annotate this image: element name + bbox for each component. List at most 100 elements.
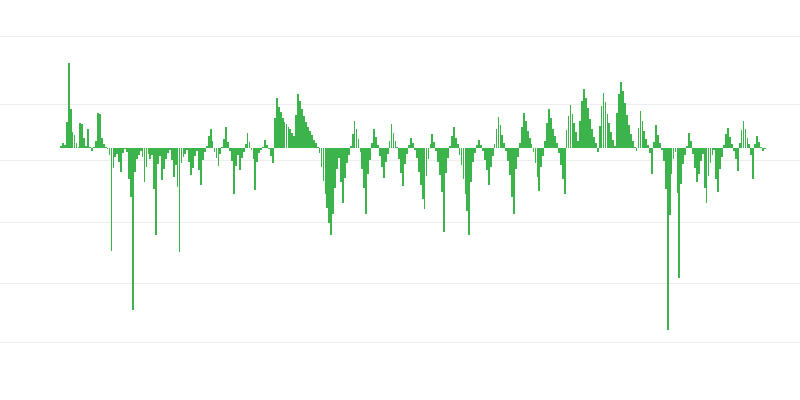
bar: [532, 148, 535, 152]
bar: [180, 148, 183, 164]
bar: [102, 144, 105, 148]
bar: [641, 120, 644, 148]
bar: [398, 148, 401, 160]
bar: [608, 122, 611, 148]
bar: [437, 148, 440, 163]
bar: [100, 138, 103, 148]
bar: [227, 141, 230, 148]
bar: [705, 148, 708, 204]
bar: [223, 139, 226, 148]
bar: [688, 132, 690, 148]
bar: [624, 102, 626, 148]
bar: [480, 144, 482, 148]
bar: [565, 129, 568, 148]
bar: [108, 148, 111, 155]
bar: [742, 121, 745, 148]
bar: [589, 118, 591, 148]
bar: [707, 148, 710, 177]
bar: [764, 148, 766, 149]
bar: [489, 148, 492, 167]
gridline-0: [0, 36, 800, 37]
bar: [205, 145, 208, 148]
bar: [563, 148, 566, 194]
bar: [118, 148, 121, 162]
bar: [207, 136, 210, 148]
bar: [96, 112, 99, 148]
bar: [410, 138, 412, 148]
bar: [736, 148, 739, 171]
bar: [87, 128, 89, 148]
bar: [672, 148, 675, 160]
bar: [684, 148, 687, 155]
bar: [361, 148, 364, 169]
bar: [625, 114, 628, 148]
bar: [61, 142, 64, 148]
bar: [740, 129, 743, 148]
bar: [359, 148, 362, 153]
bar: [326, 148, 329, 209]
bar: [112, 148, 115, 169]
bar: [271, 148, 274, 164]
bar: [264, 140, 266, 148]
gridline-2: [0, 160, 800, 161]
bar: [456, 144, 459, 148]
bar: [476, 144, 478, 148]
gridline-4: [0, 283, 800, 284]
bar: [732, 148, 735, 152]
bar: [240, 148, 243, 158]
gridline-3: [0, 222, 800, 223]
bar: [155, 148, 158, 236]
bar: [435, 148, 438, 152]
bar: [165, 148, 167, 159]
bar: [762, 148, 764, 151]
bar: [196, 148, 198, 152]
bar: [478, 139, 480, 148]
bar: [254, 148, 257, 190]
bar: [351, 133, 354, 148]
bar: [342, 148, 344, 203]
bar: [713, 148, 716, 150]
bar: [131, 148, 134, 311]
bar: [137, 148, 140, 155]
bar: [283, 121, 286, 148]
bar: [328, 148, 331, 223]
bar: [106, 148, 109, 149]
bar: [487, 148, 490, 185]
bar: [246, 133, 249, 148]
bar: [192, 148, 195, 168]
bar: [386, 148, 389, 154]
bar: [653, 141, 655, 148]
bar: [585, 97, 587, 148]
bar: [748, 144, 751, 148]
bar: [336, 148, 338, 169]
bar: [651, 148, 654, 174]
bar: [266, 145, 268, 148]
bar: [606, 113, 609, 148]
bar: [299, 101, 301, 148]
bar: [439, 148, 442, 176]
bar: [122, 148, 125, 154]
bar: [293, 135, 296, 148]
bar: [221, 146, 224, 148]
bar: [81, 124, 84, 148]
bar: [554, 136, 556, 148]
bar: [95, 140, 97, 148]
bar: [587, 108, 589, 148]
bar: [758, 141, 760, 148]
bar: [501, 134, 504, 148]
bar: [421, 148, 424, 200]
bar: [472, 148, 475, 162]
bar: [139, 148, 142, 151]
gridline-1: [0, 104, 800, 105]
bar: [371, 142, 373, 148]
bar: [157, 148, 160, 164]
bar: [305, 121, 307, 148]
bar: [238, 148, 241, 171]
bar: [497, 116, 500, 148]
bar: [592, 136, 595, 148]
bar: [542, 148, 545, 157]
bar: [151, 148, 154, 156]
bar: [63, 144, 66, 148]
bar: [163, 148, 165, 169]
